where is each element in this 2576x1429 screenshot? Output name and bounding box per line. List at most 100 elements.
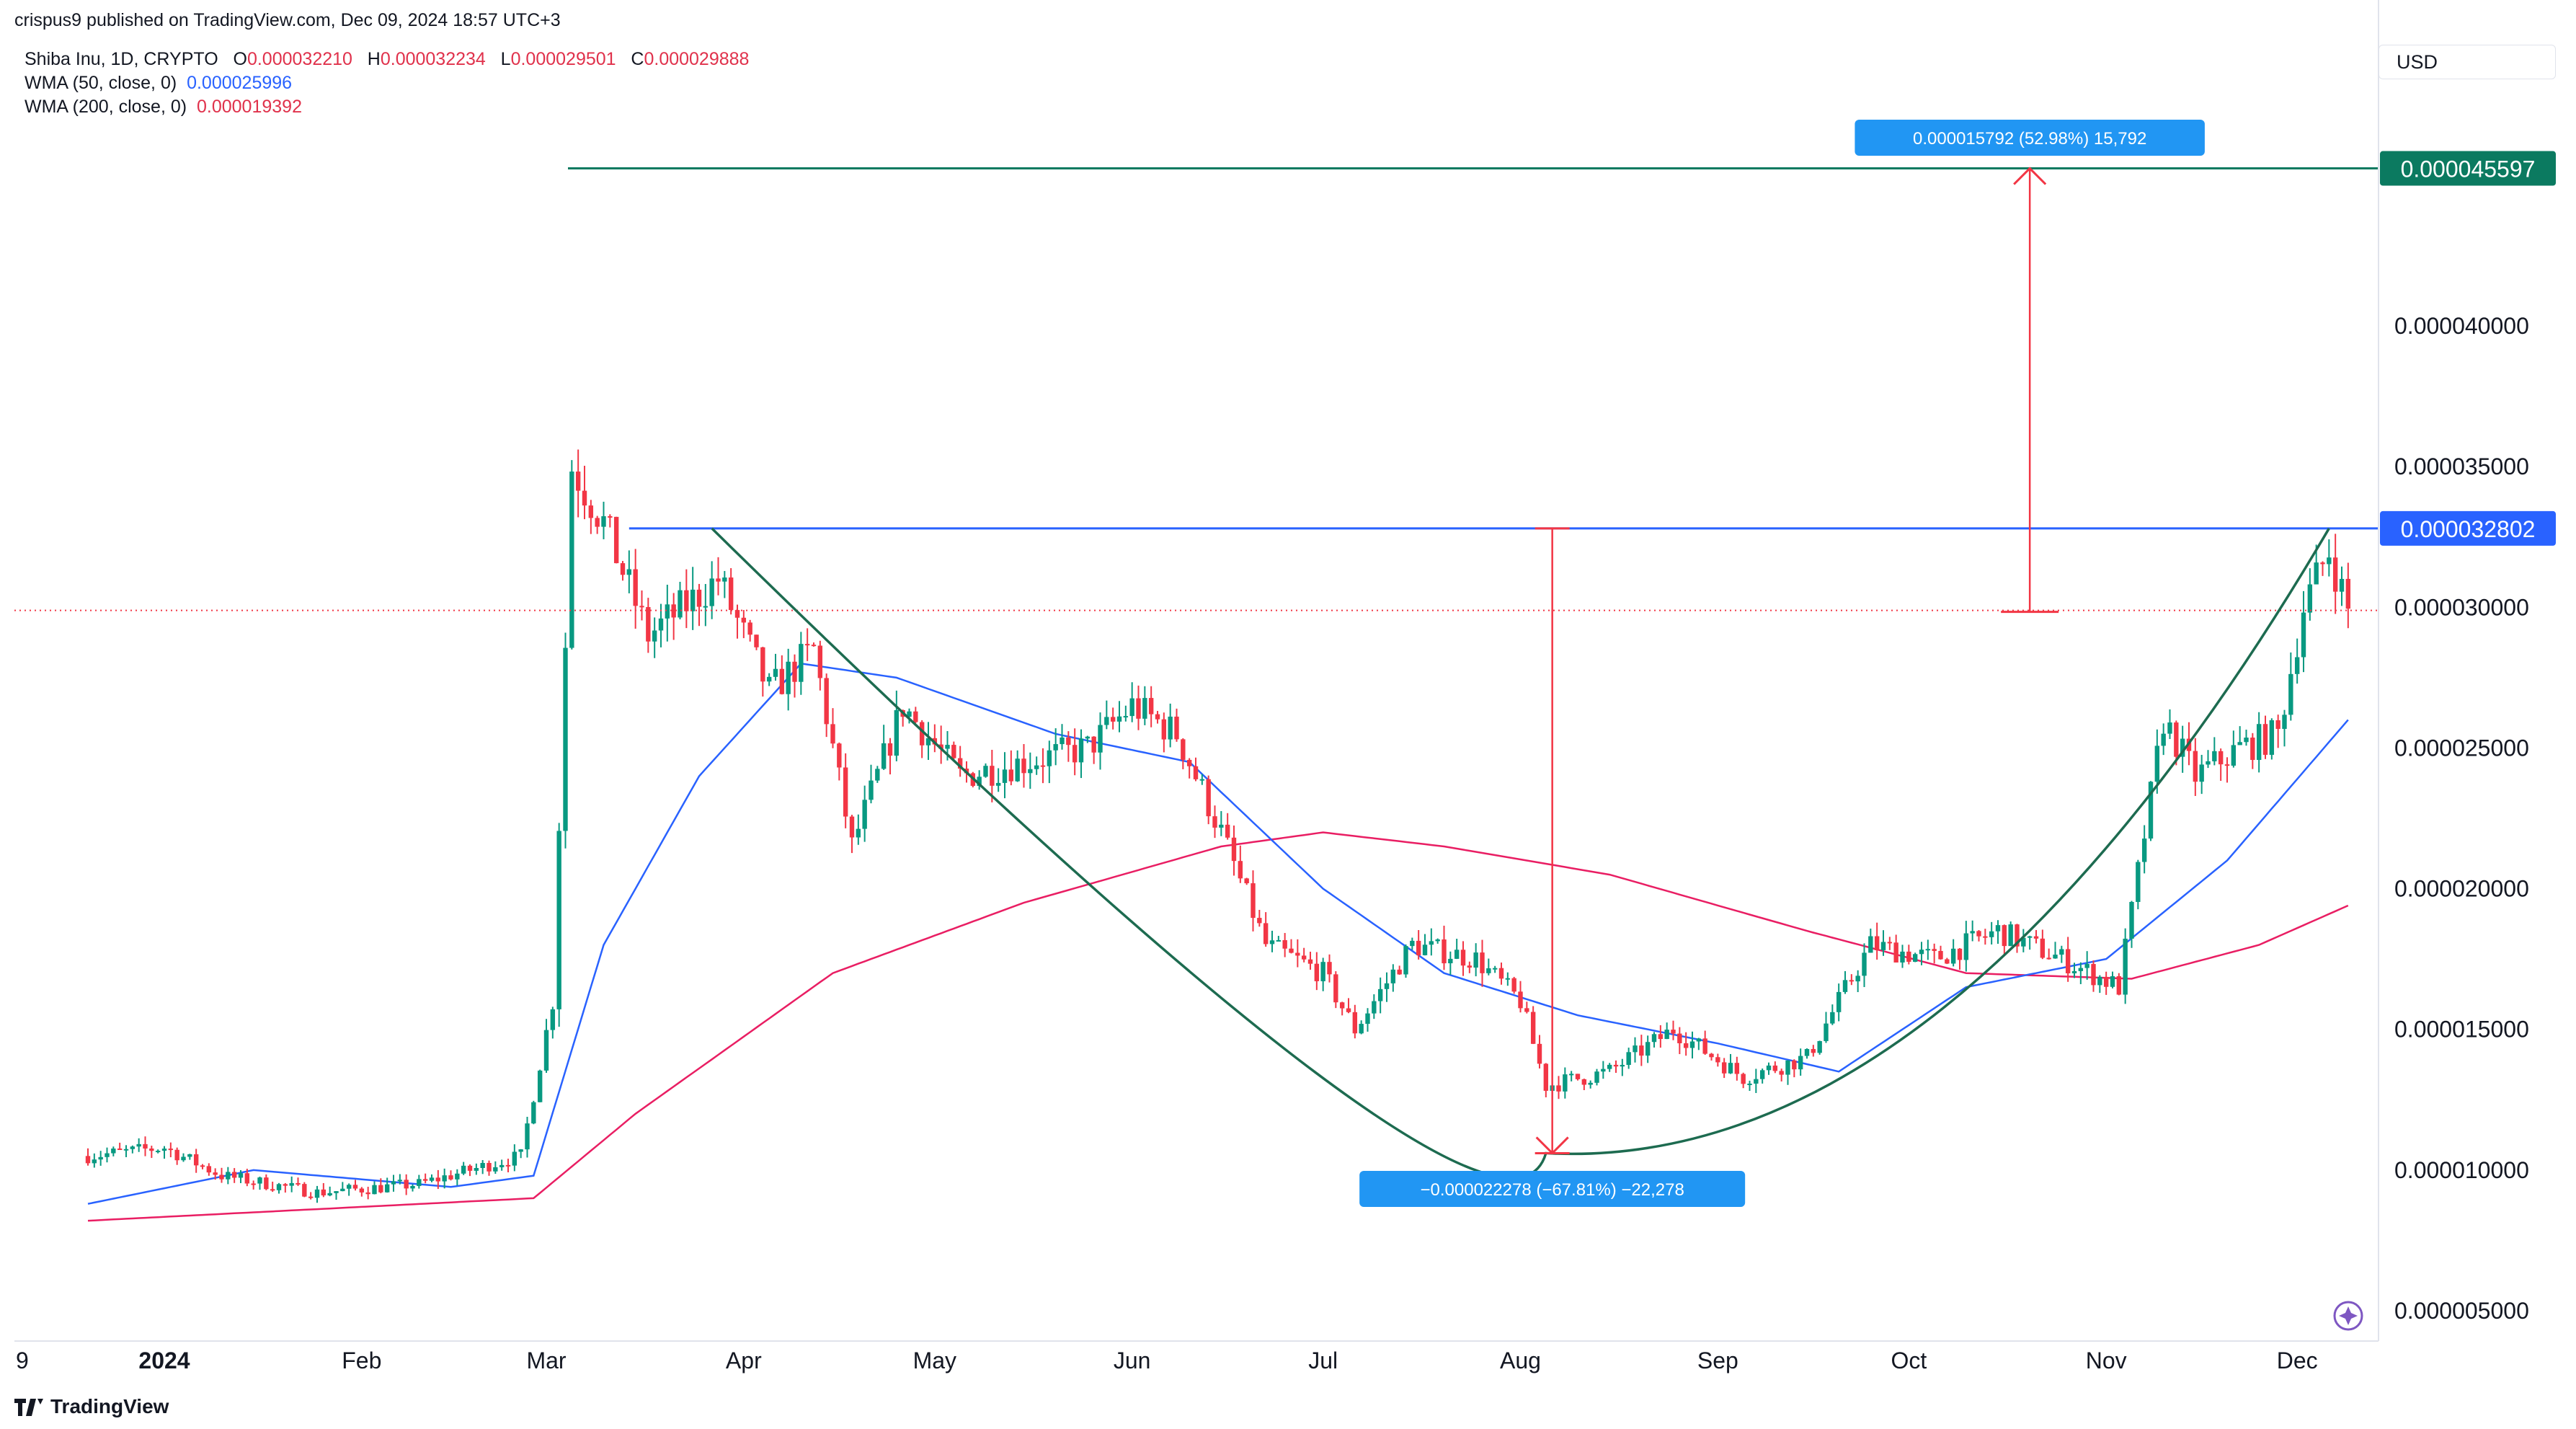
candle: [1231, 825, 1237, 876]
candle: [1028, 752, 1033, 789]
candle: [919, 720, 925, 758]
candle: [1664, 1022, 1669, 1040]
candle-body: [1040, 765, 1046, 767]
candle-body: [684, 590, 689, 611]
candle-body: [2116, 976, 2122, 995]
candle: [1467, 961, 1473, 973]
candle: [646, 598, 651, 653]
target-price-tag[interactable]: 0.000045597: [2380, 151, 2556, 186]
candle: [537, 1069, 543, 1102]
candle-body: [1098, 725, 1103, 753]
candle-body: [2282, 714, 2287, 729]
candle: [155, 1149, 161, 1154]
candle: [837, 742, 842, 781]
candle: [1747, 1080, 1752, 1092]
candle-body: [2193, 751, 2198, 782]
candle-body: [2084, 964, 2089, 968]
candle: [105, 1147, 110, 1163]
candle-body: [1658, 1034, 1664, 1040]
candle-body: [346, 1185, 352, 1189]
candle: [2212, 737, 2217, 766]
candle: [1066, 731, 1071, 762]
candle-body: [665, 604, 670, 619]
candle-body: [2275, 720, 2280, 729]
candle-body: [1225, 824, 1230, 838]
candle-body: [2154, 746, 2160, 782]
candle-body: [410, 1185, 415, 1189]
candle-body: [2103, 976, 2109, 987]
sparkle-icon[interactable]: [2333, 1301, 2363, 1331]
candle-body: [1467, 965, 1473, 968]
candle: [2002, 924, 2007, 956]
legend-wma200-row[interactable]: WMA (200, close, 0) 0.000019392: [25, 95, 749, 119]
candle-body: [493, 1167, 498, 1172]
candle-body: [1849, 980, 1855, 982]
candle: [1607, 1063, 1612, 1072]
candle: [1104, 700, 1109, 730]
candle: [1588, 1080, 1593, 1089]
candle-body: [448, 1175, 453, 1180]
measure-up-label[interactable]: 0.000015792 (52.98%) 15,792: [1855, 120, 2205, 156]
legend-close-value: 0.000029888: [644, 49, 750, 69]
candle-body: [2065, 949, 2071, 973]
candle: [1811, 1045, 1816, 1057]
candle-body: [404, 1180, 409, 1189]
candle: [442, 1168, 447, 1189]
candle: [2307, 568, 2313, 621]
candle-body: [1066, 737, 1071, 746]
candle: [417, 1174, 422, 1189]
candle-body: [283, 1184, 288, 1186]
candle-body: [1123, 716, 1129, 718]
candle-body: [862, 800, 867, 829]
candle-body: [1880, 942, 1886, 950]
candle: [875, 766, 880, 783]
y-tick-label: 0.000015000: [2394, 1017, 2529, 1043]
candle-body: [1811, 1048, 1816, 1053]
candle: [2275, 714, 2280, 748]
candle-body: [1543, 1063, 1549, 1091]
candle-body: [1734, 1063, 1740, 1074]
candle-body: [2040, 938, 2046, 958]
candle: [1620, 1058, 1625, 1076]
candle-body: [652, 630, 657, 642]
resistance-price-tag-bg: [2380, 510, 2556, 546]
candle: [2021, 929, 2026, 952]
candle: [1346, 998, 1351, 1014]
legend-wma50-row[interactable]: WMA (50, close, 0) 0.000025996: [25, 71, 749, 95]
candle: [448, 1170, 453, 1181]
candle: [1556, 1076, 1561, 1100]
candle-body: [537, 1070, 543, 1102]
candle: [238, 1170, 244, 1183]
candle-body: [849, 816, 855, 838]
measure-down-label[interactable]: −0.000022278 (−67.81%) −22,278: [1359, 1171, 1746, 1207]
candle: [2103, 971, 2109, 995]
candle: [314, 1185, 320, 1203]
measure-up-label-bg: [1855, 120, 2205, 156]
candle: [639, 590, 644, 621]
candle-body: [2262, 724, 2268, 755]
currency-selector[interactable]: USD: [2379, 45, 2556, 79]
candle: [1868, 928, 1873, 953]
candle: [289, 1176, 294, 1193]
candle: [1505, 972, 1511, 986]
candle: [181, 1153, 186, 1162]
candle: [792, 654, 797, 698]
candle-body: [1639, 1045, 1644, 1056]
candle: [633, 549, 638, 629]
cup-curve[interactable]: [711, 527, 2330, 1180]
candle-body: [799, 644, 804, 682]
candle: [117, 1142, 123, 1151]
legend-symbol[interactable]: Shiba Inu, 1D, CRYPTO: [25, 49, 218, 69]
candle: [1085, 735, 1091, 743]
candle: [1473, 943, 1478, 977]
candle-body: [480, 1162, 485, 1168]
candle-body: [193, 1154, 199, 1166]
candle: [696, 583, 702, 627]
candle-body: [1747, 1083, 1752, 1085]
candle: [365, 1187, 370, 1200]
candle: [1442, 925, 1447, 970]
candle-body: [422, 1179, 428, 1181]
candle: [1658, 1025, 1664, 1048]
resistance-price-tag[interactable]: 0.000032802: [2380, 510, 2556, 546]
